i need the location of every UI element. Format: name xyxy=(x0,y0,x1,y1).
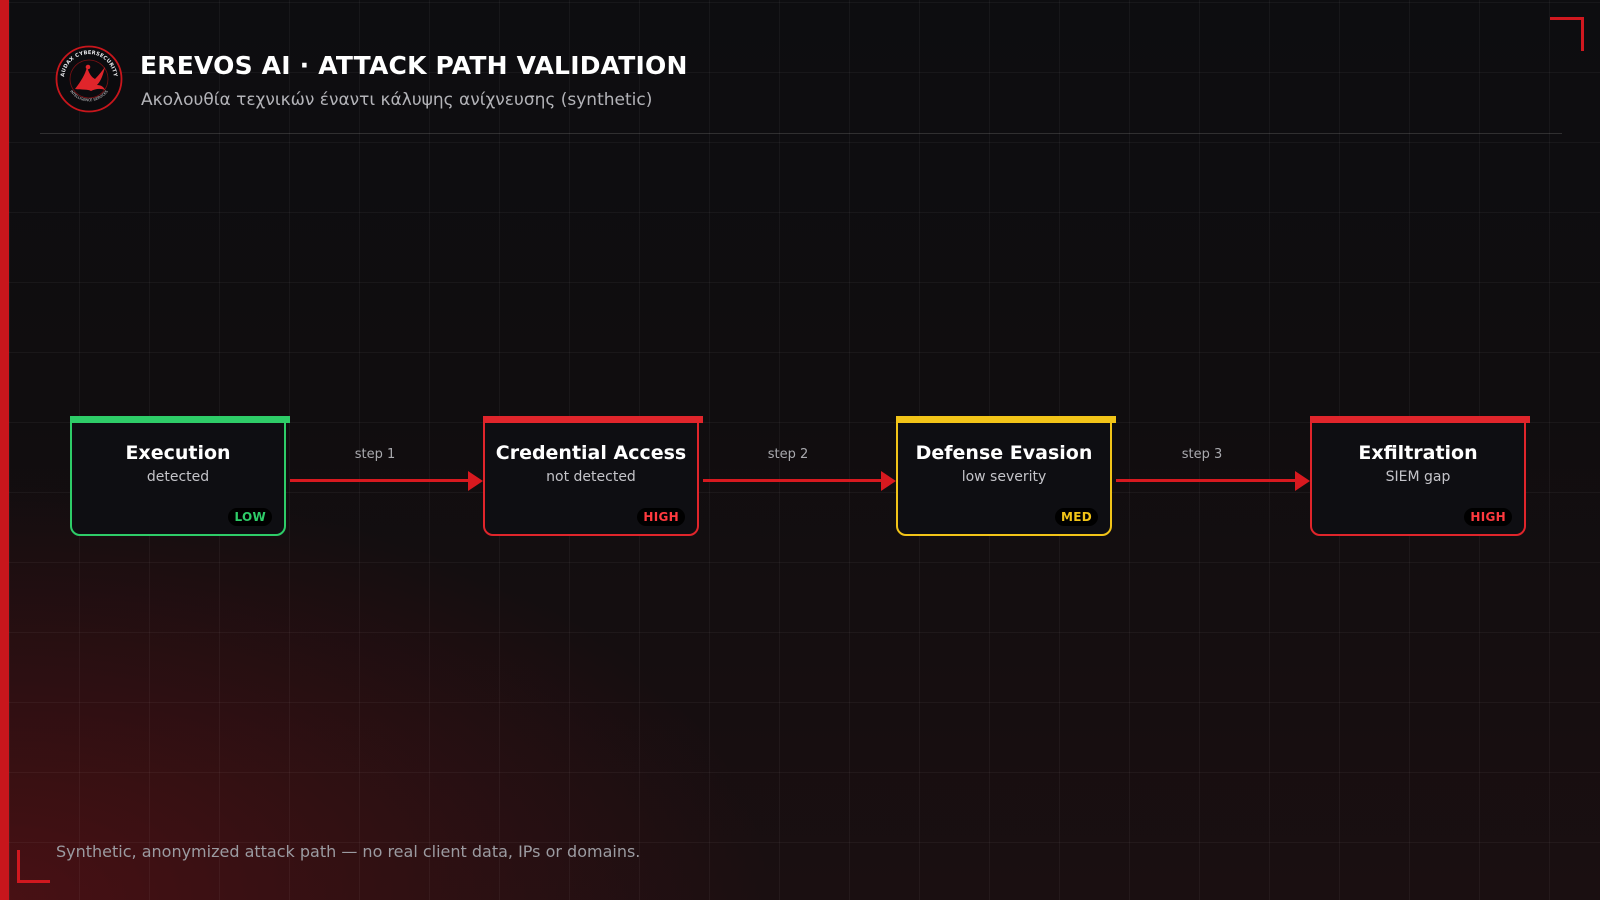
node-title: Defense Evasion xyxy=(915,442,1093,464)
step-connector-2 xyxy=(703,462,896,498)
page-subtitle: Ακολουθία τεχνικών έναντι κάλυψης ανίχνε… xyxy=(141,90,653,110)
connector-line xyxy=(703,479,883,482)
footer-disclaimer: Synthetic, anonymized attack path — no r… xyxy=(56,842,641,861)
node-status-bar xyxy=(483,416,703,423)
corner-bracket-bottom-left xyxy=(17,850,50,883)
node-status: not detected xyxy=(546,469,636,485)
phoenix-icon xyxy=(75,67,105,91)
step-label: step 1 xyxy=(354,447,396,462)
node-status: SIEM gap xyxy=(1385,469,1451,485)
node-title: Exfiltration xyxy=(1358,442,1478,464)
attack-node-credential-access[interactable]: Credential Access not detected HIGH xyxy=(483,416,703,536)
header-divider xyxy=(40,133,1562,134)
left-accent-bar xyxy=(0,0,9,900)
node-status-bar xyxy=(1310,416,1530,423)
node-status: detected xyxy=(146,469,210,485)
step-label: step 2 xyxy=(767,447,809,462)
corner-bracket-top-right xyxy=(1550,17,1584,51)
node-title: Credential Access xyxy=(495,442,687,464)
node-status: low severity xyxy=(961,469,1047,485)
connector-line xyxy=(290,479,470,482)
arrow-right-icon xyxy=(468,471,483,491)
attack-node-exfiltration[interactable]: Exfiltration SIEM gap HIGH xyxy=(1310,416,1530,536)
node-status-bar xyxy=(70,416,290,423)
attack-node-defense-evasion[interactable]: Defense Evasion low severity MED xyxy=(896,416,1116,536)
page-title: EREVOS AI · ATTACK PATH VALIDATION xyxy=(140,51,688,80)
step-connector-3 xyxy=(1116,462,1310,498)
step-connector-1 xyxy=(290,462,483,498)
attack-node-execution[interactable]: Execution detected LOW xyxy=(70,416,290,536)
severity-badge: LOW xyxy=(228,508,272,526)
node-title: Execution xyxy=(125,442,231,464)
arrow-right-icon xyxy=(1295,471,1310,491)
node-status-bar xyxy=(896,416,1116,423)
connector-line xyxy=(1116,479,1297,482)
severity-badge: MED xyxy=(1055,508,1098,526)
arrow-right-icon xyxy=(881,471,896,491)
severity-badge: HIGH xyxy=(1464,508,1512,526)
step-label: step 3 xyxy=(1181,447,1223,462)
severity-badge: HIGH xyxy=(637,508,685,526)
audax-logo-icon: AUDAX CYBERSECURITY INTELLIGENCE SERVICE… xyxy=(55,45,123,113)
